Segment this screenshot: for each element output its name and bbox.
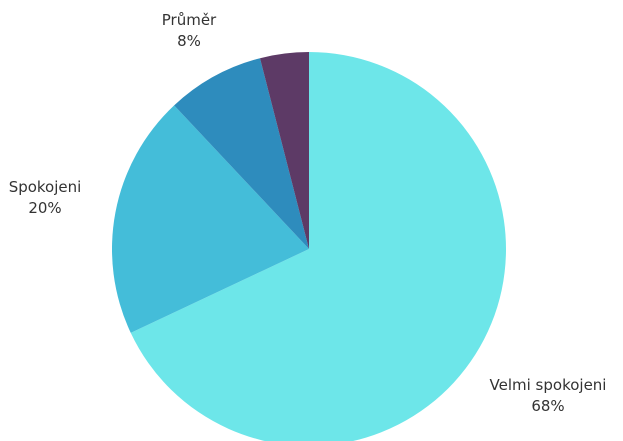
slice-label-2: Spokojeni 20% [9,178,82,217]
pie-labels: Velmi spokojeni 68% Spokojeni 20% Průměr 8% [9,11,607,415]
pie-slice-3 [174,58,309,249]
pie-slice-4 [260,52,309,249]
slice-value-label: 8% [177,32,201,50]
slice-category-label: Velmi spokojeni [490,376,607,394]
slice-value-label: 20% [28,199,61,217]
pie-slice-2 [111,105,309,333]
pie-slice-1 [130,52,506,441]
slice-label-1: Velmi spokojeni 68% [490,376,607,415]
pie-slices [111,52,506,441]
slice-category-label: Spokojeni [9,178,82,196]
slice-label-3: Průměr 8% [162,11,217,50]
slice-category-label: Průměr [162,11,217,29]
slice-value-label: 68% [531,397,564,415]
